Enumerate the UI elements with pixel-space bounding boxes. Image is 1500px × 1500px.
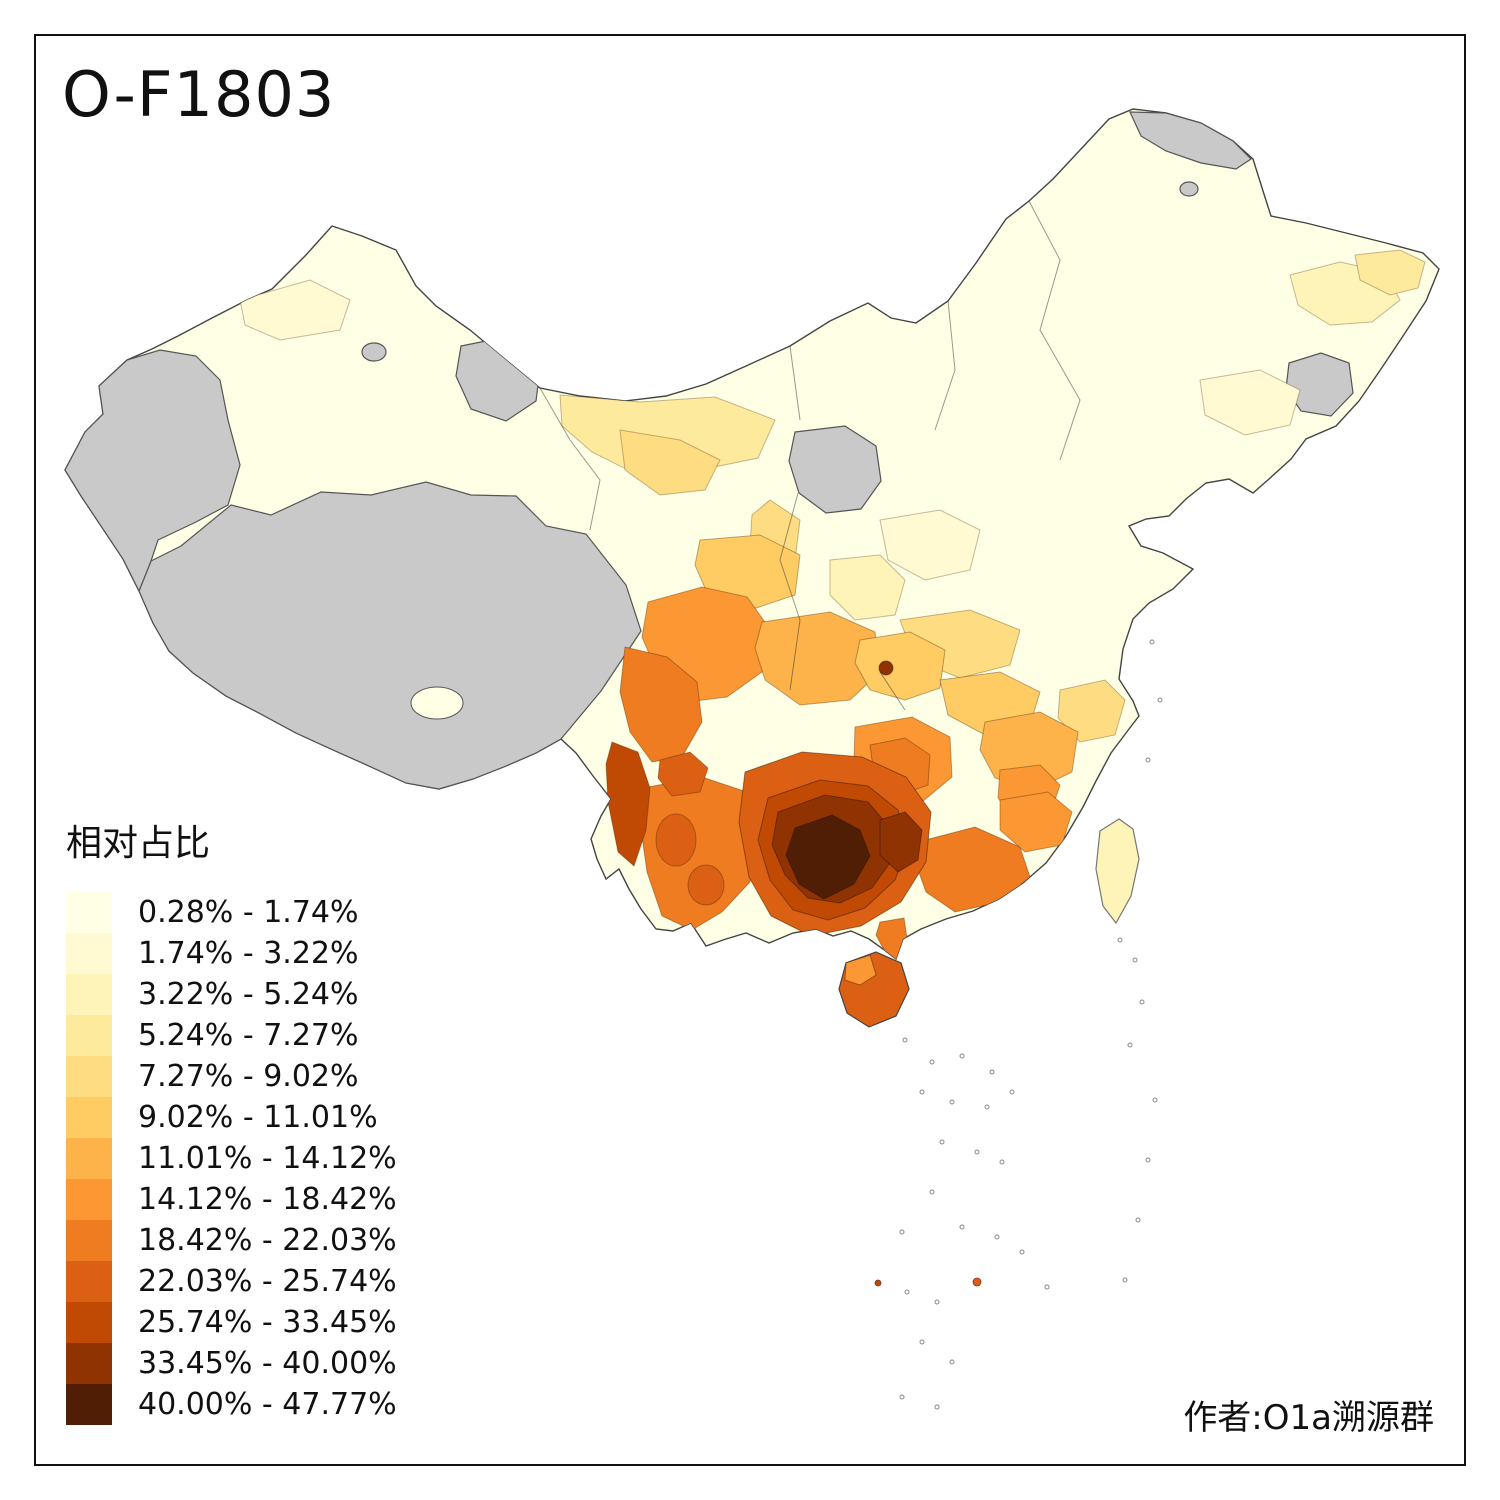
red-islet bbox=[874, 1279, 882, 1287]
legend-row: 5.24% - 7.27% bbox=[66, 1015, 397, 1056]
legend-swatch bbox=[66, 1138, 112, 1179]
legend-row: 7.27% - 9.02% bbox=[66, 1056, 397, 1097]
legend-label: 33.45% - 40.00% bbox=[138, 1346, 397, 1381]
legend-swatch bbox=[66, 1343, 112, 1384]
legend-title: 相对占比 bbox=[66, 823, 211, 864]
legend-row: 1.74% - 3.22% bbox=[66, 933, 397, 974]
legend-swatch bbox=[66, 1220, 112, 1261]
tibet-pale-prefecture bbox=[410, 686, 464, 720]
legend-items: 0.28% - 1.74% 1.74% - 3.22% 3.22% - 5.24% 5… bbox=[66, 892, 397, 1425]
legend-label: 1.74% - 3.22% bbox=[138, 936, 359, 971]
legend-row: 3.22% - 5.24% bbox=[66, 974, 397, 1015]
legend-label: 25.74% - 33.45% bbox=[138, 1305, 397, 1340]
legend-label: 22.03% - 25.74% bbox=[138, 1264, 397, 1299]
legend-row: 33.45% - 40.00% bbox=[66, 1343, 397, 1384]
page-title: O-F1803 bbox=[62, 58, 336, 131]
legend-label: 0.28% - 1.74% bbox=[138, 895, 359, 930]
islands bbox=[838, 639, 1163, 1410]
legend-label: 5.24% - 7.27% bbox=[138, 1018, 359, 1053]
legend-row: 0.28% - 1.74% bbox=[66, 892, 397, 933]
legend-swatch bbox=[66, 1261, 112, 1302]
legend-swatch bbox=[66, 1302, 112, 1343]
legend-label: 14.12% - 18.42% bbox=[138, 1182, 397, 1217]
legend-row: 9.02% - 11.01% bbox=[66, 1097, 397, 1138]
legend-row: 22.03% - 25.74% bbox=[66, 1261, 397, 1302]
legend-label: 3.22% - 5.24% bbox=[138, 977, 359, 1012]
legend-swatch bbox=[66, 974, 112, 1015]
hotspot-rings bbox=[738, 660, 932, 937]
legend-swatch bbox=[66, 1015, 112, 1056]
legend-row: 25.74% - 33.45% bbox=[66, 1302, 397, 1343]
legend-swatch bbox=[66, 1056, 112, 1097]
legend-row: 18.42% - 22.03% bbox=[66, 1220, 397, 1261]
legend-swatch bbox=[66, 1179, 112, 1220]
legend-swatch bbox=[66, 1384, 112, 1425]
orange-islet bbox=[972, 1277, 982, 1287]
legend-label: 40.00% - 47.77% bbox=[138, 1387, 397, 1422]
legend-swatch bbox=[66, 933, 112, 974]
legend-label: 9.02% - 11.01% bbox=[138, 1100, 378, 1135]
legend-label: 18.42% - 22.03% bbox=[138, 1223, 397, 1258]
legend-label: 11.01% - 14.12% bbox=[138, 1141, 397, 1176]
legend-swatch bbox=[66, 892, 112, 933]
legend-row: 11.01% - 14.12% bbox=[66, 1138, 397, 1179]
taiwan-island bbox=[1095, 818, 1140, 925]
legend-swatch bbox=[66, 1097, 112, 1138]
legend-row: 40.00% - 47.77% bbox=[66, 1384, 397, 1425]
attribution: 作者:O1a溯源群 bbox=[1183, 1398, 1434, 1438]
chongqing-dark-dot bbox=[878, 660, 894, 676]
province-borders bbox=[539, 200, 1081, 711]
hotspot-core bbox=[785, 814, 871, 900]
south-sea-islets bbox=[899, 639, 1163, 1410]
legend-label: 7.27% - 9.02% bbox=[138, 1059, 359, 1094]
legend: 相对占比 0.28% - 1.74% 1.74% - 3.22% 3.22% - 5… bbox=[66, 814, 397, 1425]
legend-row: 14.12% - 18.42% bbox=[66, 1179, 397, 1220]
